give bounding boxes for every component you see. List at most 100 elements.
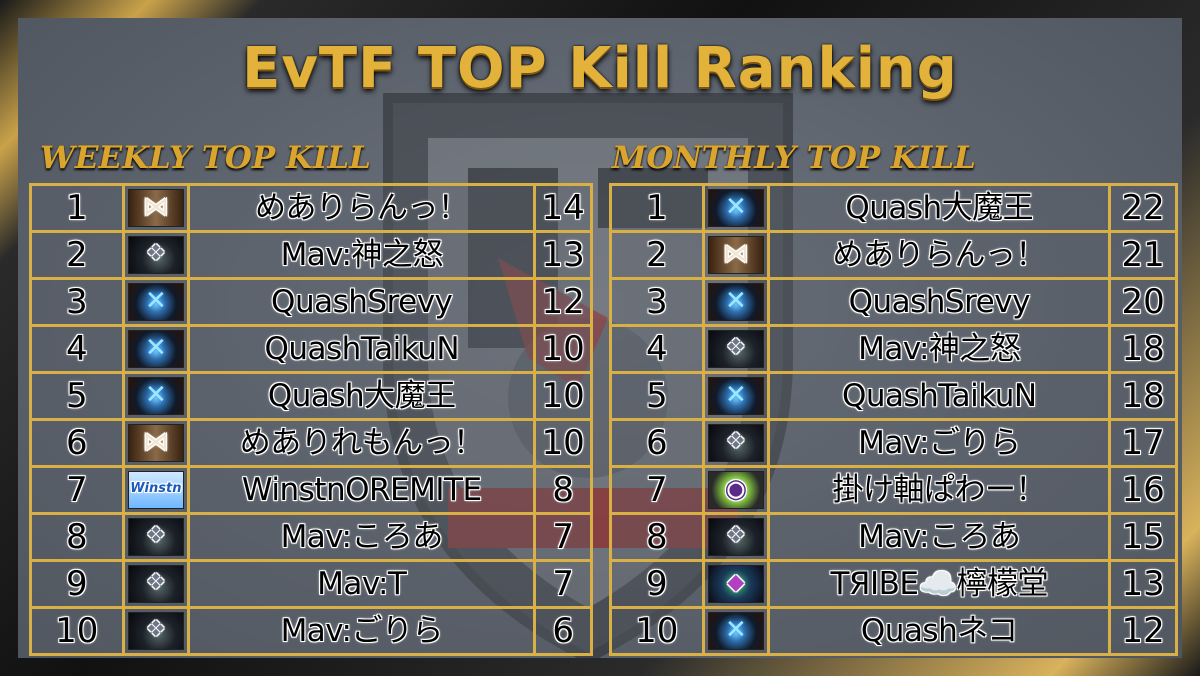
table-row: 1 Quash大魔王 22 (612, 186, 1175, 233)
monthly-heading: MONTHLY TOP KILL (612, 140, 976, 176)
kill-count: 12 (541, 282, 585, 322)
table-row: 9 Mav:T 7 (32, 562, 590, 609)
rank-cell: 10 (612, 609, 705, 653)
quash-avatar-icon (707, 377, 764, 415)
mav-avatar-icon (707, 424, 764, 462)
player-name: WinstnOREMITE (190, 468, 537, 512)
rank-cell: 1 (32, 186, 125, 230)
player-name: Mav:T (190, 562, 537, 606)
rank-cell: 3 (32, 280, 125, 324)
table-row: 4 Mav:神之怒 18 (612, 327, 1175, 374)
quash-avatar-icon (127, 377, 184, 415)
quash-avatar-icon (707, 283, 764, 321)
kill-count: 6 (552, 611, 574, 651)
table-row: 4 QuashTaikuN 10 (32, 327, 590, 374)
player-name: QuashSrevy (190, 280, 537, 324)
rank-cell: 4 (612, 327, 705, 371)
table-row: 8 Mav:ころあ 15 (612, 515, 1175, 562)
mav-avatar-icon (127, 565, 184, 603)
rank-cell: 6 (32, 421, 125, 465)
page-title: EvTF TOP Kill Ranking (242, 36, 958, 101)
weekly-heading: WEEKLY TOP KILL (40, 140, 371, 176)
kill-count: 18 (1121, 376, 1165, 416)
mav-avatar-icon (707, 330, 764, 368)
rank-cell: 10 (32, 609, 125, 653)
quash-avatar-icon (707, 189, 764, 227)
rank-cell: 4 (32, 327, 125, 371)
table-row: 6 めありれもんっ！ 10 (32, 421, 590, 468)
kill-count: 13 (541, 235, 585, 275)
kill-count: 16 (1121, 470, 1165, 510)
rank-cell: 3 (612, 280, 705, 324)
player-name: QuashSrevy (770, 280, 1112, 324)
mav-avatar-icon (707, 518, 764, 556)
table-row: 3 QuashSrevy 12 (32, 280, 590, 327)
meari-avatar-icon (707, 236, 764, 274)
kill-count: 7 (552, 564, 574, 604)
tribe-avatar-icon (707, 565, 764, 603)
quash-avatar-icon (127, 283, 184, 321)
player-name: 掛け軸ぱわー！ (770, 468, 1112, 512)
table-row: 3 QuashSrevy 20 (612, 280, 1175, 327)
kill-count: 17 (1121, 423, 1165, 463)
player-name: Mav:神之怒 (190, 233, 537, 277)
kill-count: 13 (1121, 564, 1165, 604)
table-row: 5 QuashTaikuN 18 (612, 374, 1175, 421)
mav-avatar-icon (127, 236, 184, 274)
rank-cell: 1 (612, 186, 705, 230)
table-row: 1 めありらんっ！ 14 (32, 186, 590, 233)
weekly-ranking-table: 1 めありらんっ！ 14 2 Mav:神之怒 13 3 QuashSrevy 1… (29, 183, 593, 656)
table-row: 2 めありらんっ！ 21 (612, 233, 1175, 280)
kill-count: 10 (541, 329, 585, 369)
player-name: Mav:ごりら (190, 609, 537, 653)
meari-avatar-icon (127, 424, 184, 462)
player-name: Mav:神之怒 (770, 327, 1112, 371)
kill-count: 10 (541, 376, 585, 416)
rank-cell: 9 (612, 562, 705, 606)
kill-count: 22 (1121, 188, 1165, 228)
player-name: Quash大魔王 (770, 186, 1112, 230)
rank-cell: 9 (32, 562, 125, 606)
player-name: QuashTaikuN (770, 374, 1112, 418)
table-row: 8 Mav:ころあ 7 (32, 515, 590, 562)
player-name: めありれもんっ！ (190, 421, 537, 465)
player-name: Quashネコ (770, 609, 1112, 653)
monthly-ranking-table: 1 Quash大魔王 22 2 めありらんっ！ 21 3 QuashSrevy … (609, 183, 1178, 656)
kill-count: 15 (1121, 517, 1165, 557)
table-row: 6 Mav:ごりら 17 (612, 421, 1175, 468)
kill-count: 14 (541, 188, 585, 228)
player-name: めありらんっ！ (190, 186, 537, 230)
player-name: Mav:ころあ (770, 515, 1112, 559)
table-row: 7 掛け軸ぱわー！ 16 (612, 468, 1175, 515)
meari-avatar-icon (127, 189, 184, 227)
player-name: Mav:ごりら (770, 421, 1112, 465)
mav-avatar-icon (127, 612, 184, 650)
table-row: 5 Quash大魔王 10 (32, 374, 590, 421)
mav-avatar-icon (127, 518, 184, 556)
kill-count: 20 (1121, 282, 1165, 322)
rank-cell: 6 (612, 421, 705, 465)
player-name: TЯIBE☁️檸檬堂 (770, 562, 1112, 606)
rank-cell: 8 (612, 515, 705, 559)
rank-cell: 7 (32, 468, 125, 512)
quash-avatar-icon (707, 612, 764, 650)
ranking-panel: EvTF TOP Kill Ranking WEEKLY TOP KILL MO… (18, 18, 1182, 658)
player-name: QuashTaikuN (190, 327, 537, 371)
kill-count: 21 (1121, 235, 1165, 275)
rank-cell: 8 (32, 515, 125, 559)
quash-avatar-icon (127, 330, 184, 368)
table-row: 7 WinstnOREMITE 8 (32, 468, 590, 515)
rank-cell: 5 (32, 374, 125, 418)
winstn-avatar-icon (127, 471, 184, 509)
table-row: 10 Mav:ごりら 6 (32, 609, 590, 653)
player-name: Quash大魔王 (190, 374, 537, 418)
kill-count: 8 (552, 470, 574, 510)
rank-cell: 2 (32, 233, 125, 277)
rank-cell: 7 (612, 468, 705, 512)
kill-count: 7 (552, 517, 574, 557)
rank-cell: 5 (612, 374, 705, 418)
league-shield-emblem (383, 93, 793, 658)
kill-count: 12 (1121, 611, 1165, 651)
rank-cell: 2 (612, 233, 705, 277)
table-row: 9 TЯIBE☁️檸檬堂 13 (612, 562, 1175, 609)
